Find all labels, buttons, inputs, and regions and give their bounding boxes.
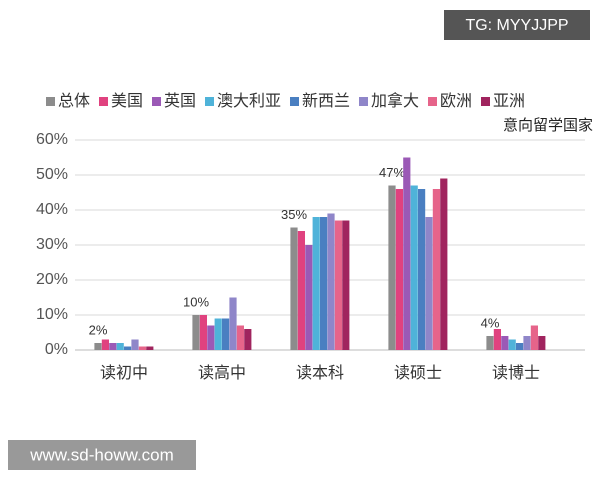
bar: [290, 227, 298, 350]
bar: [486, 336, 494, 350]
legend-swatch: [290, 97, 299, 106]
bar: [425, 217, 433, 350]
bar: [395, 189, 403, 350]
bar: [214, 318, 222, 350]
legend-swatch: [205, 97, 214, 106]
value-label: 2%: [89, 322, 108, 337]
bar: [192, 315, 200, 350]
x-tick-label: 读硕士: [394, 364, 442, 382]
bar: [305, 245, 313, 350]
legend-swatch: [359, 97, 368, 106]
legend-label: 美国: [111, 92, 143, 110]
bar: [493, 329, 501, 350]
y-tick-label: 10%: [36, 306, 68, 323]
watermark-bottom: www.sd-howw.com: [29, 445, 174, 464]
bar: [410, 185, 418, 350]
value-label: 10%: [183, 294, 209, 309]
bar: [109, 343, 117, 350]
bar: [530, 325, 538, 350]
bar: [138, 346, 146, 350]
legend-swatch: [46, 97, 55, 106]
bar: [432, 189, 440, 350]
legend-label: 英国: [164, 92, 196, 110]
y-tick-label: 60%: [36, 131, 68, 148]
bar: [146, 346, 154, 350]
watermark-top: TG: MYYJJPP: [465, 17, 568, 34]
bar: [388, 185, 396, 350]
legend-swatch: [481, 97, 490, 106]
legend-label: 欧洲: [440, 92, 472, 110]
bar: [229, 297, 237, 350]
value-label: 47%: [379, 165, 405, 180]
y-tick-label: 40%: [36, 201, 68, 218]
y-tick-label: 0%: [45, 341, 68, 358]
bar: [116, 343, 124, 350]
y-tick-label: 50%: [36, 166, 68, 183]
bar: [501, 336, 509, 350]
legend-label: 总体: [58, 92, 90, 110]
watermark-box: [8, 440, 196, 470]
bar: [199, 315, 207, 350]
bar: [327, 213, 335, 350]
bar: [312, 217, 320, 350]
bar: [94, 343, 102, 350]
legend-swatch: [428, 97, 437, 106]
watermark-box: [444, 10, 590, 40]
bar: [523, 336, 531, 350]
bar: [342, 220, 350, 350]
bar: [418, 189, 426, 350]
bar: [124, 346, 132, 350]
bar: [334, 220, 342, 350]
bar: [320, 217, 328, 350]
x-tick-label: 读本科: [296, 364, 344, 382]
legend-label: 澳大利亚: [217, 92, 281, 110]
bar: [101, 339, 109, 350]
bar: [516, 343, 524, 350]
value-label: 4%: [481, 315, 500, 330]
bar: [297, 231, 305, 350]
x-tick-label: 读博士: [492, 364, 540, 382]
bar: [440, 178, 448, 350]
bar: [538, 336, 546, 350]
bar: [508, 339, 516, 350]
legend-label: 亚洲: [493, 93, 525, 110]
legend-label: 加拿大: [371, 91, 419, 110]
bar: [236, 325, 244, 350]
bar: [207, 325, 215, 350]
x-tick-label: 读初中: [100, 364, 148, 382]
annotation: 意向留学国家: [503, 116, 593, 134]
bar: [131, 339, 139, 350]
bar: [222, 318, 230, 350]
y-tick-label: 30%: [36, 236, 68, 253]
legend-swatch: [99, 97, 108, 106]
y-tick-label: 20%: [36, 271, 68, 288]
bar: [403, 157, 411, 350]
legend-swatch: [152, 97, 161, 106]
legend-label: 新西兰: [302, 92, 350, 110]
x-tick-label: 读高中: [198, 364, 246, 382]
value-label: 35%: [281, 207, 307, 222]
bar: [244, 329, 252, 350]
